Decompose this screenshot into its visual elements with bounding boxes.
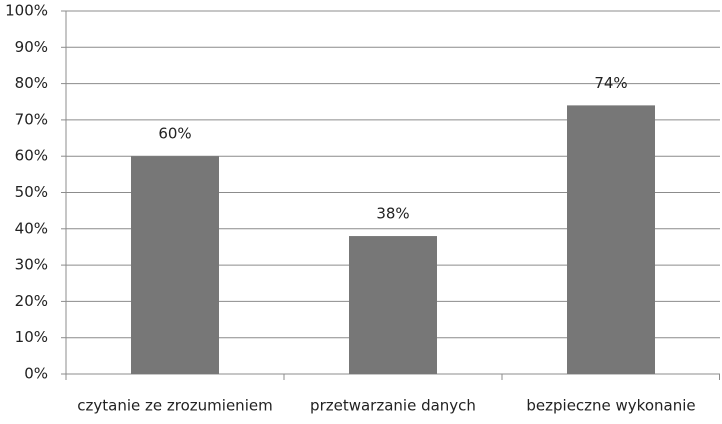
y-tick-label: 40%	[15, 219, 48, 237]
y-tick-label: 80%	[15, 74, 48, 92]
x-tick-label: bezpieczne wykonanie	[526, 397, 695, 415]
value-label: 60%	[158, 125, 191, 143]
y-tick-label: 100%	[5, 2, 48, 20]
bar	[131, 156, 219, 374]
bar	[567, 105, 655, 374]
y-tick-label: 50%	[15, 183, 48, 201]
y-tick-label: 10%	[15, 328, 48, 346]
y-tick-label: 70%	[15, 110, 48, 128]
y-tick-label: 90%	[15, 38, 48, 56]
y-tick-label: 20%	[15, 292, 48, 310]
y-tick-label: 30%	[15, 256, 48, 274]
x-tick-label: przetwarzanie danych	[310, 397, 476, 415]
bar	[349, 236, 437, 374]
y-tick-label: 0%	[24, 365, 48, 383]
value-label: 74%	[594, 74, 627, 92]
y-tick-label: 60%	[15, 147, 48, 165]
x-tick-label: czytanie ze zrozumieniem	[77, 397, 272, 415]
value-label: 38%	[376, 205, 409, 223]
